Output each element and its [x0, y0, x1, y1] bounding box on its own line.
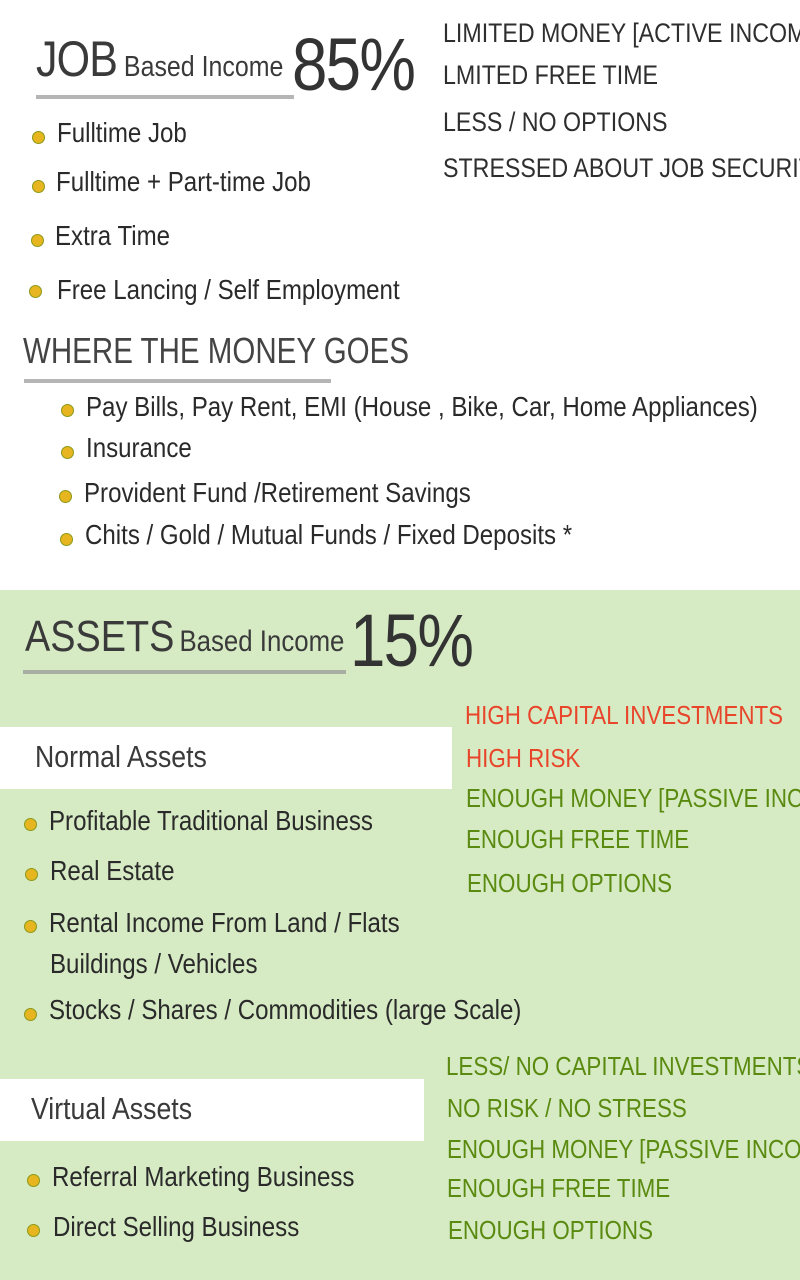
bullet-icon [24, 818, 37, 831]
money-item: Provident Fund /Retirement Savings [84, 477, 471, 508]
normal-asset-item: Stocks / Shares / Commodities (large Sca… [49, 994, 522, 1025]
virtual-trait: NO RISK / NO STRESS [447, 1093, 687, 1123]
assets-title: ASSETS [25, 612, 175, 661]
normal-asset-item: Buildings / Vehicles [50, 948, 258, 979]
normal-asset-item: Real Estate [50, 855, 175, 886]
normal-trait: ENOUGH OPTIONS [467, 868, 672, 898]
bullet-icon [60, 533, 73, 546]
normal-asset-item: Rental Income From Land / Flats [49, 907, 400, 938]
bullet-icon [24, 920, 37, 933]
bullet-icon [32, 180, 45, 193]
virtual-asset-item: Referral Marketing Business [52, 1161, 355, 1192]
bullet-icon [24, 1008, 37, 1021]
job-heading-underline [36, 95, 294, 99]
money-item: Insurance [86, 432, 192, 463]
job-trait: LIMITED MONEY [ACTIVE INCOME] [443, 18, 800, 48]
job-heading: JOB Based Income [36, 30, 283, 100]
normal-trait: ENOUGH FREE TIME [466, 824, 690, 854]
bullet-icon [31, 234, 44, 247]
bullet-icon [27, 1174, 40, 1187]
assets-heading-underline [23, 670, 346, 674]
virtual-trait: LESS/ NO CAPITAL INVESTMENTS [446, 1051, 800, 1081]
job-trait: LESS / NO OPTIONS [443, 107, 668, 137]
bullet-icon [32, 131, 45, 144]
job-item: Free Lancing / Self Employment [57, 274, 400, 305]
bullet-icon [61, 404, 74, 417]
job-title: JOB [36, 31, 118, 87]
virtual-trait: ENOUGH MONEY [PASSIVE INCOME] [447, 1134, 800, 1164]
assets-subtitle: Based Income [179, 625, 345, 658]
normal-assets-label: Normal Assets [35, 739, 207, 774]
normal-asset-item: Profitable Traditional Business [49, 805, 373, 836]
bullet-icon [29, 285, 42, 298]
assets-heading: ASSETS Based Income [25, 612, 344, 662]
bullet-icon [25, 868, 38, 881]
job-item: Extra Time [55, 220, 171, 251]
virtual-trait: ENOUGH FREE TIME [447, 1173, 671, 1203]
virtual-asset-item: Direct Selling Business [53, 1211, 300, 1242]
job-subtitle: Based Income [123, 51, 284, 83]
job-item: Fulltime + Part-time Job [56, 166, 311, 197]
bullet-icon [61, 446, 74, 459]
virtual-trait: ENOUGH OPTIONS [448, 1215, 653, 1245]
normal-risk-trait: HIGH RISK [466, 743, 581, 773]
assets-percent: 15% [350, 599, 474, 682]
bullet-icon [27, 1224, 40, 1237]
normal-assets-box [0, 727, 452, 789]
job-item: Fulltime Job [57, 117, 187, 148]
money-item: Chits / Gold / Mutual Funds / Fixed Depo… [85, 519, 573, 550]
money-heading: WHERE THE MONEY GOES [23, 330, 410, 371]
assets-section [0, 590, 800, 1280]
virtual-assets-box [0, 1079, 424, 1141]
money-heading-underline [24, 379, 331, 383]
normal-risk-trait: HIGH CAPITAL INVESTMENTS [465, 700, 784, 730]
job-percent: 85% [292, 23, 416, 106]
money-item: Pay Bills, Pay Rent, EMI (House , Bike, … [86, 391, 758, 422]
bullet-icon [59, 490, 72, 503]
virtual-assets-label: Virtual Assets [31, 1091, 193, 1126]
normal-trait: ENOUGH MONEY [PASSIVE INCOME] [466, 783, 800, 813]
job-trait: STRESSED ABOUT JOB SECURITY * [443, 153, 800, 183]
job-trait: LMITED FREE TIME [443, 60, 659, 90]
